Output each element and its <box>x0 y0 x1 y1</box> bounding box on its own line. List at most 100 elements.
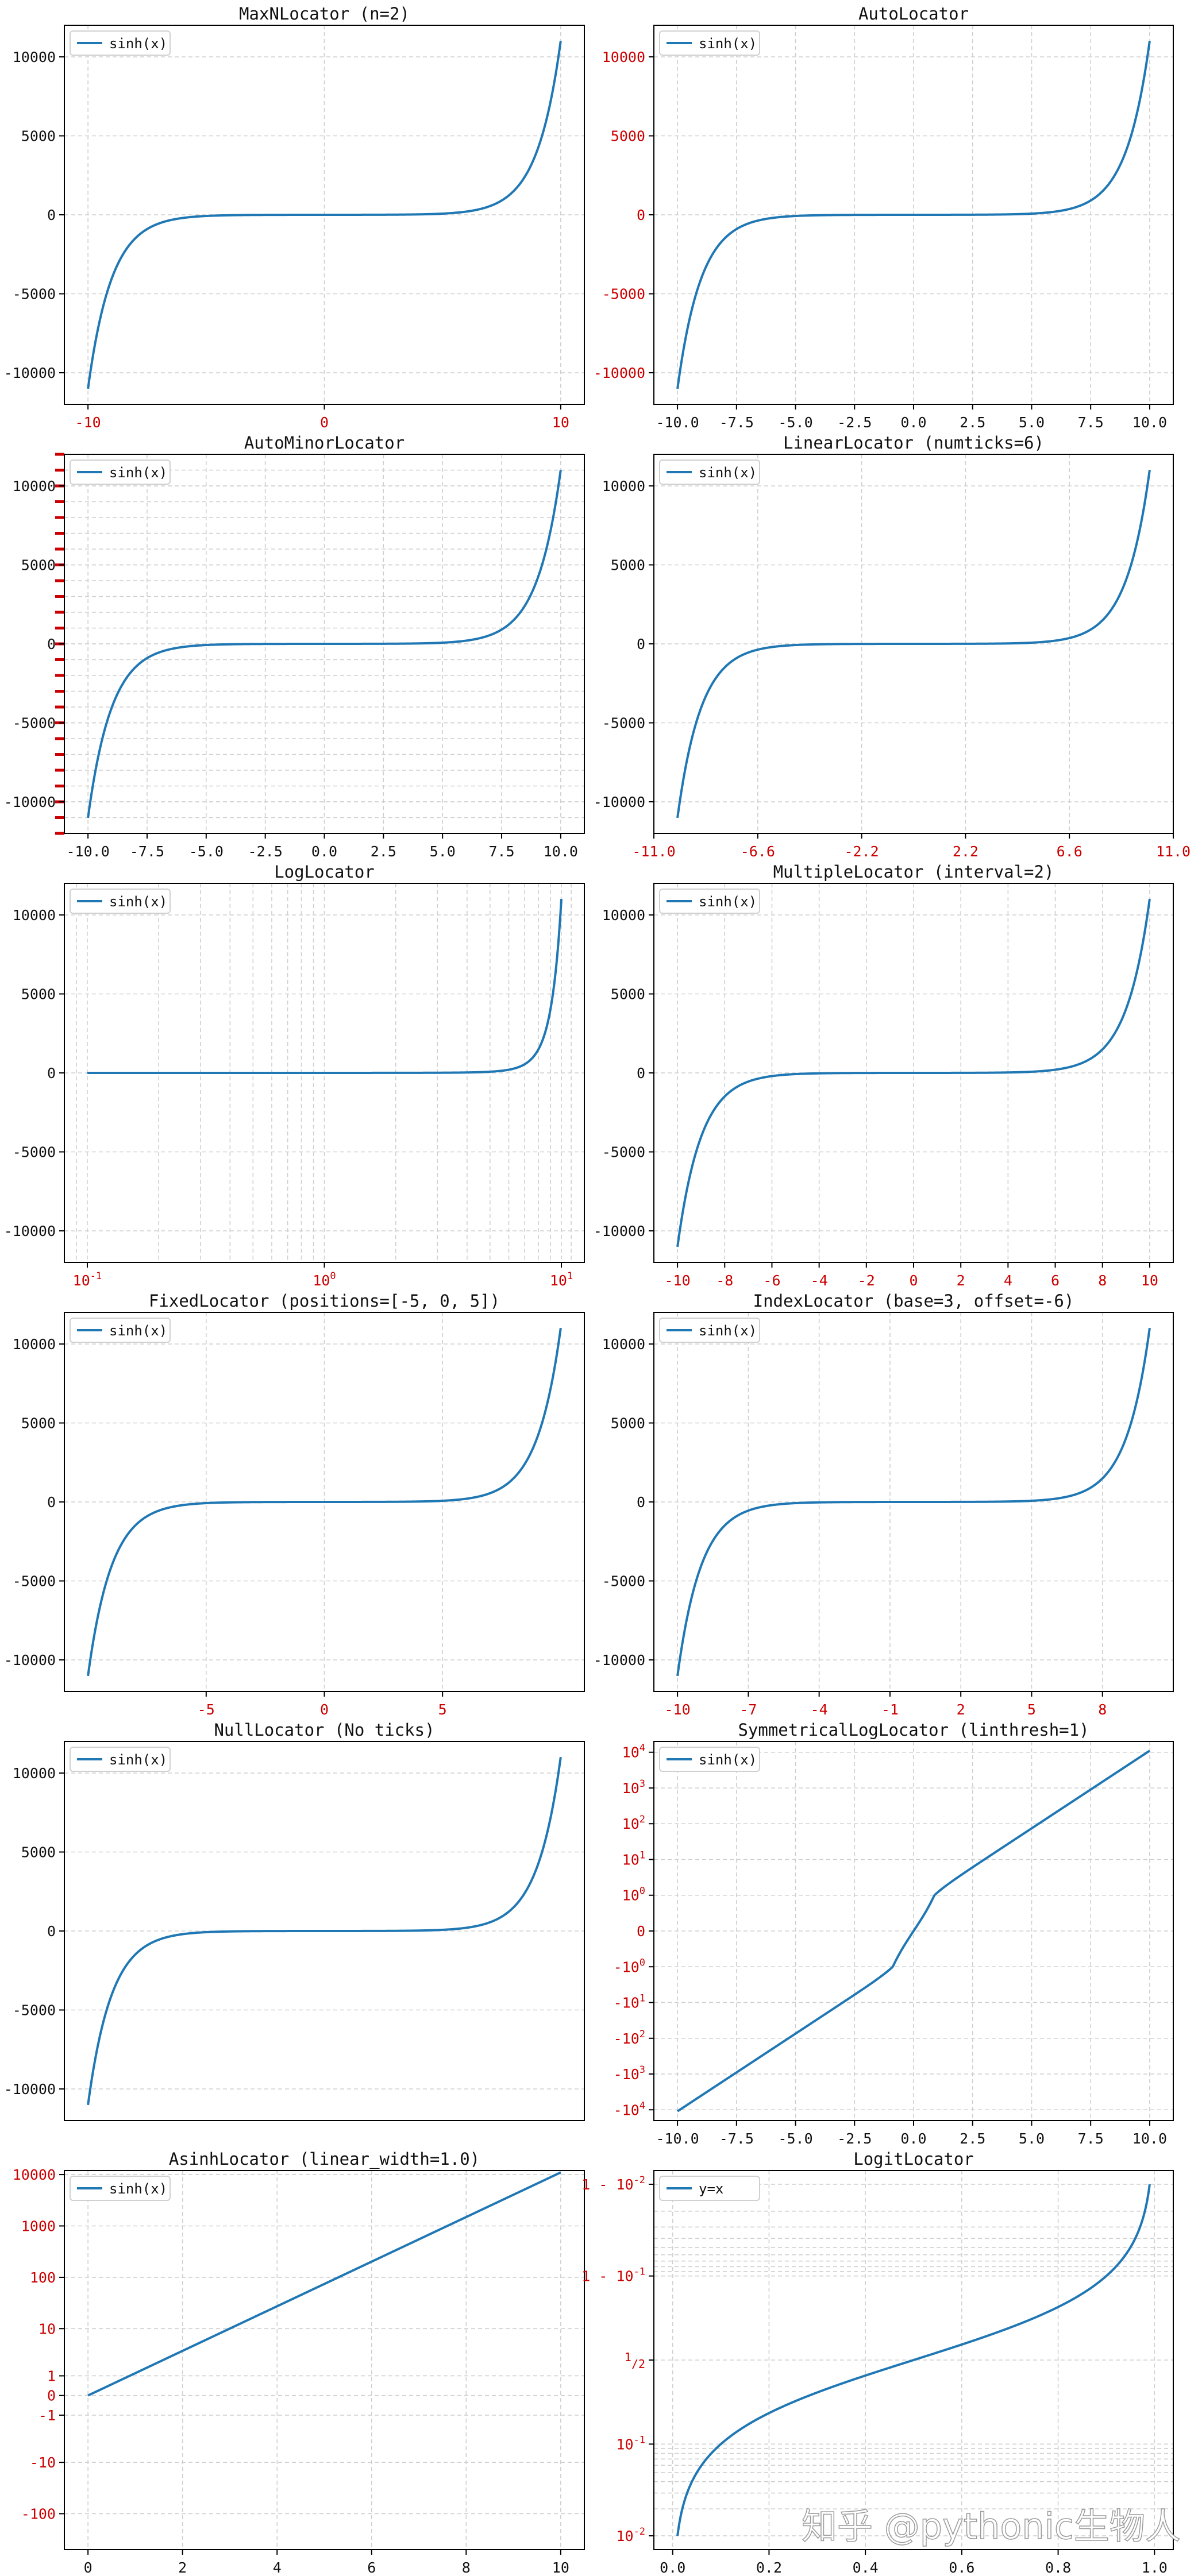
y-tick-label: -10000 <box>594 794 645 810</box>
x-tick-label: 2.5 <box>960 414 985 431</box>
y-tick-label: -10000 <box>594 1652 645 1669</box>
x-tick-label: 8 <box>1098 1701 1107 1718</box>
series-line-sinh-x <box>676 1749 1151 2112</box>
y-tick-label: 5000 <box>21 128 56 145</box>
y-tick-label: 10000 <box>13 907 56 924</box>
y-tick-label: 104 <box>622 1743 645 1761</box>
y-tick-label: 103 <box>622 1778 645 1797</box>
subplot-maxnlocator-n-2: -10 0 10 10000 5000 0 -5000 -10000 MaxNLocator (… <box>4 4 585 431</box>
x-tick-label: -2.5 <box>837 414 872 431</box>
chart-title: LinearLocator (numticks=6) <box>783 433 1044 453</box>
y-tick-label: 0 <box>47 1923 56 1940</box>
series-line-sinh-x <box>87 1756 562 2106</box>
x-tick-label: 0.0 <box>311 843 337 860</box>
x-tick-label: 7.5 <box>1078 2130 1104 2147</box>
subplot-multiplelocator-interval-2: -10 -8 -6 -4 -2 0 2 4 6 8 10 10000 5000 0 -5000 -10000 M… <box>594 862 1174 1289</box>
x-tick-label: -11.0 <box>632 843 675 860</box>
y-tick-label: 5000 <box>21 986 56 1003</box>
legend-label: sinh(x) <box>699 894 757 910</box>
subplot-nulllocator-no-ticks: 10000 5000 0 -5000 -10000 NullLocator (No tic… <box>4 1720 585 2121</box>
y-tick-label: 0 <box>637 1065 645 1082</box>
x-tick-label: 8 <box>1098 1272 1107 1289</box>
subplot-autolocator: -10.0 -7.5 -5.0 -2.5 0.0 2.5 5.0 7.5 10.0 10000 50… <box>594 4 1174 431</box>
chart-title: AutoLocator <box>858 4 969 24</box>
x-tick-label: -2.5 <box>837 2130 872 2147</box>
y-tick-label: 10000 <box>13 1336 56 1353</box>
y-tick-label: -102 <box>614 2029 645 2047</box>
x-tick-label: 5 <box>438 1701 447 1718</box>
y-tick-label: 10000 <box>13 1765 56 1782</box>
x-tick-label: -6 <box>763 1272 780 1289</box>
legend-box <box>659 2176 760 2201</box>
legend-label: sinh(x) <box>109 36 167 52</box>
y-tick-label: -5000 <box>602 1144 645 1161</box>
x-tick-label: -7 <box>739 1701 757 1718</box>
x-tick-label: 0.8 <box>1045 2559 1071 2576</box>
legend: sinh(x) <box>70 459 171 485</box>
legend: sinh(x) <box>70 30 171 56</box>
legend-label: sinh(x) <box>699 1752 757 1768</box>
legend: sinh(x) <box>659 30 760 56</box>
legend-box <box>659 1318 760 1343</box>
x-tick-label: -7.5 <box>130 843 164 860</box>
legend-label: sinh(x) <box>109 894 167 910</box>
chart-title: SymmetricalLogLocator (linthresh=1) <box>738 1720 1089 1740</box>
y-tick-label: -10000 <box>4 794 56 810</box>
x-tick-label: 6.6 <box>1057 843 1083 860</box>
series-line-sinh-x <box>87 2171 561 2397</box>
y-tick-label: 1 - 10-2 <box>581 2175 645 2193</box>
x-tick-label: 5.0 <box>430 843 456 860</box>
y-tick-label: -5000 <box>13 715 56 732</box>
x-tick-label: -5 <box>198 1701 215 1718</box>
x-tick-label: 0.0 <box>660 2559 685 2576</box>
y-tick-label: 0 <box>47 2388 56 2404</box>
x-tick-label: 100 <box>313 1270 336 1289</box>
legend-box <box>659 889 760 914</box>
y-tick-label: -1 <box>38 2407 56 2424</box>
y-tick-label: 10000 <box>602 1336 645 1353</box>
y-tick-label: 5000 <box>611 557 645 574</box>
y-tick-label: -101 <box>614 1993 645 2011</box>
y-tick-label: 1000 <box>21 2218 56 2235</box>
x-tick-label: 0 <box>84 2559 93 2576</box>
x-tick-label: 5.0 <box>1019 2130 1045 2147</box>
subplot-logitlocator: 0.0 0.2 0.4 0.6 0.8 1.0 1 - 10-2 1 - 10-1 1/2 10-… <box>581 2149 1174 2576</box>
legend: sinh(x) <box>659 889 760 914</box>
subplot-fixedlocator-positions-5-0-5: -5 0 5 10000 5000 0 -5000 -10000 FixedLocator (p… <box>4 1291 585 1718</box>
x-tick-label: -10.0 <box>656 2130 699 2147</box>
y-tick-label: 1/2 <box>625 2350 645 2371</box>
subplot-linearlocator-numticks-6: -11.0 -6.6 -2.2 2.2 6.6 11.0 10000 5000 0 -5000 -1… <box>594 433 1191 860</box>
y-tick-label: -10 <box>30 2454 56 2471</box>
chart-title: MaxNLocator (n=2) <box>239 4 410 24</box>
x-tick-label: 6 <box>367 2559 376 2576</box>
y-tick-label: 5000 <box>611 1415 645 1432</box>
legend: sinh(x) <box>659 459 760 485</box>
x-tick-label: 0.2 <box>756 2559 782 2576</box>
series-line-sinh-x <box>87 1327 562 1677</box>
legend-box <box>70 459 171 485</box>
subplot-asinhlocator-linear-width-1-0: 0 2 4 6 8 101000010001001010-1-10-100AsinhLoc… <box>13 2149 585 2576</box>
legend-label: sinh(x) <box>109 2181 167 2197</box>
x-tick-label: 2 <box>178 2559 187 2576</box>
legend-label: sinh(x) <box>109 1752 167 1768</box>
y-tick-label: 5000 <box>611 128 645 145</box>
x-tick-label: -2 <box>858 1272 875 1289</box>
y-tick-label: 0 <box>637 1494 645 1511</box>
y-tick-label: 5000 <box>21 1844 56 1861</box>
y-tick-label: -5000 <box>602 286 645 303</box>
chart-title: IndexLocator (base=3, offset=-6) <box>753 1291 1074 1311</box>
chart-title: NullLocator (No ticks) <box>214 1720 434 1740</box>
y-tick-label: 102 <box>622 1814 645 1832</box>
x-tick-label: 2.2 <box>953 843 979 860</box>
y-tick-label: -10000 <box>4 365 56 381</box>
legend-box <box>659 1747 760 1772</box>
legend-label: sinh(x) <box>109 1323 167 1339</box>
y-tick-label: 5000 <box>611 986 645 1003</box>
chart-title: LogitLocator <box>853 2149 974 2169</box>
series-line-sinh-x <box>676 1327 1151 1677</box>
x-tick-label: -10.0 <box>656 414 699 431</box>
chart-title: LogLocator <box>274 862 375 882</box>
legend-label: sinh(x) <box>699 36 757 52</box>
y-tick-label: 10000 <box>602 907 645 924</box>
x-tick-label: 5 <box>1027 1701 1036 1718</box>
